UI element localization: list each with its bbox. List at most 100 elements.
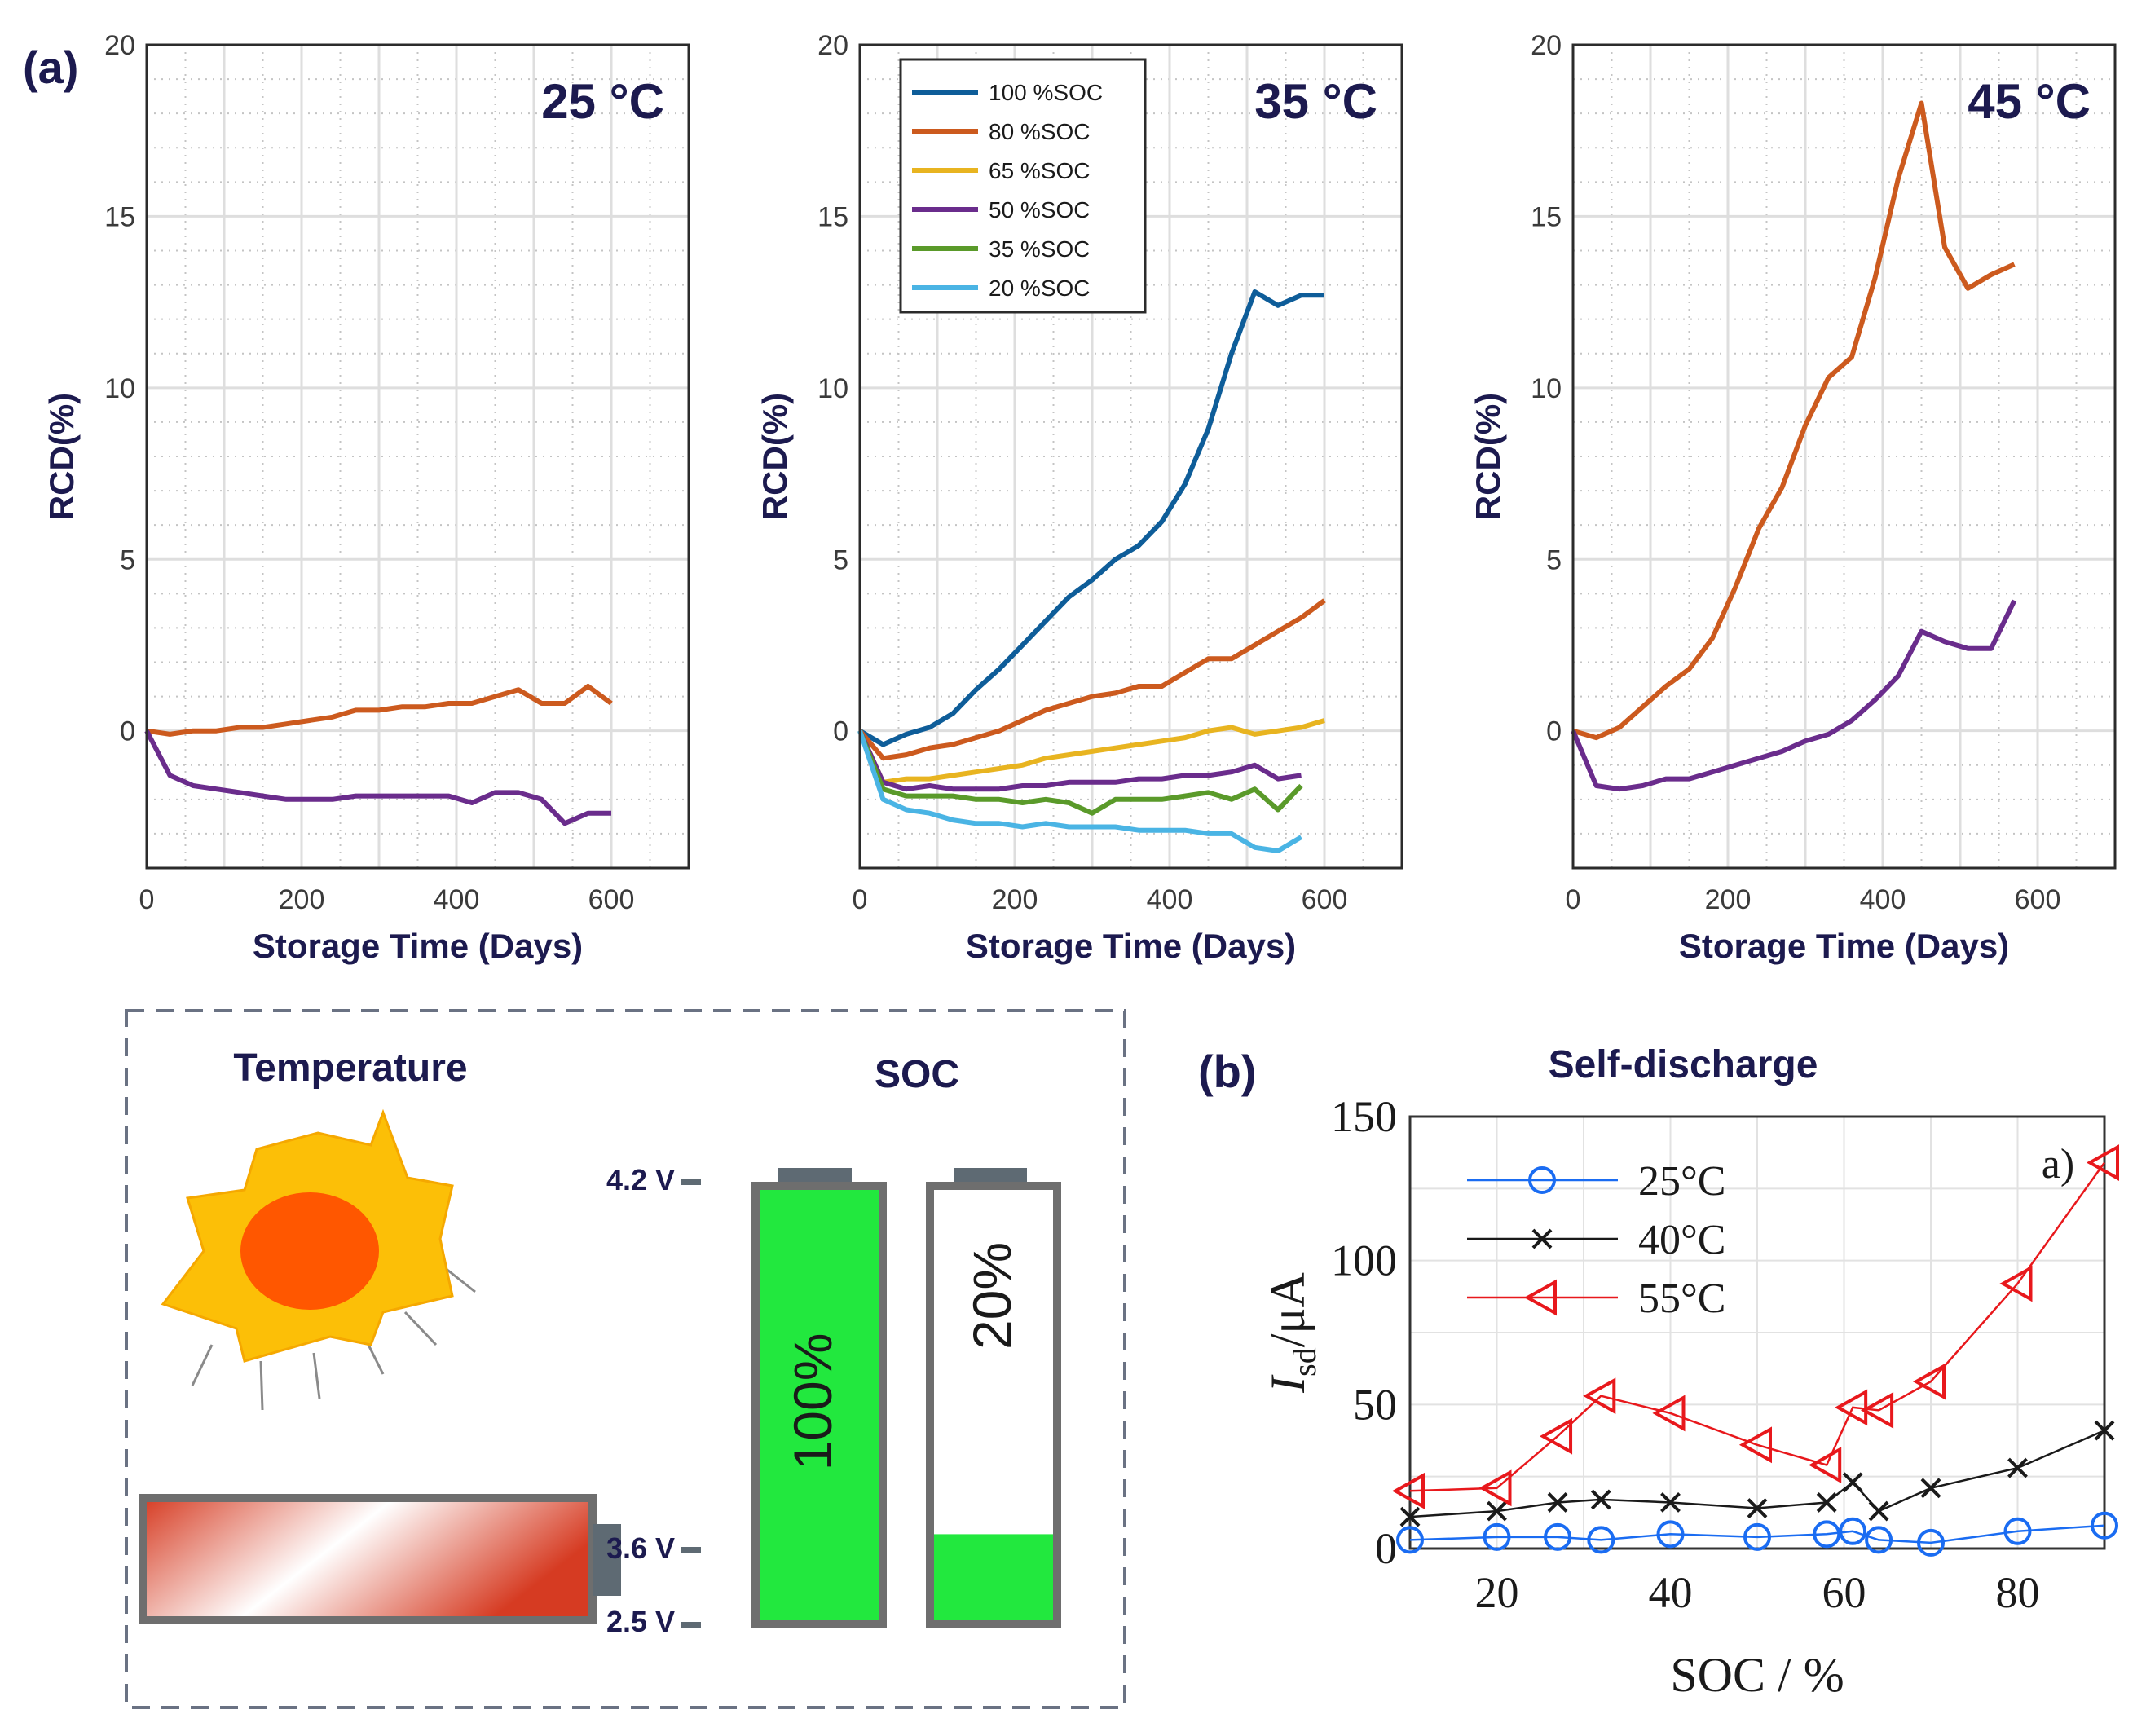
data-point-40-c [2007,1457,2028,1478]
y-axis-label-unit: /μA [1261,1272,1315,1347]
x-tick-label: 60 [1822,1568,1866,1617]
legend-label: 55°C [1638,1276,1725,1322]
x-tick-label: 600 [588,884,635,915]
y-tick-label: 20 [817,30,848,61]
x-tick-label: 200 [279,884,325,915]
data-point-25-c [1544,1522,1572,1551]
y-tick-label: 15 [1531,201,1562,232]
chart-25c: 0 200 400 600 0 5 10 15 20 Storage Time (Days) RCD… [42,30,690,965]
chart-title: 25 °C [541,74,664,129]
battery-full-label: 100% [782,1333,843,1471]
y-tick-label: 10 [1531,373,1562,404]
x-tick-label: 40 [1649,1568,1693,1617]
y-tick-label: 150 [1331,1092,1397,1141]
chart-title: 45 °C [1968,74,2091,129]
x-tick-label: 400 [434,884,480,915]
y-axis-label-sub: sd [1286,1347,1323,1377]
data-point-25-c [1839,1517,1867,1545]
data-point-25-c [1743,1522,1771,1551]
data-point-55-c [2086,1144,2119,1181]
battery-full-level [760,1190,879,1620]
legend-label: 50 %SOC [989,197,1091,223]
data-point-55-c [1809,1447,1842,1483]
data-point-40-c [1547,1492,1568,1513]
y-tick-label: 5 [120,544,135,575]
y-tick-label: 10 [817,373,848,404]
x-tick-label: 400 [1147,884,1193,915]
y-tick-label: 15 [817,201,848,232]
series-line-100-soc [858,289,1324,747]
panel-b-label: (b) [1198,1046,1257,1097]
temperature-title: Temperature [233,1046,467,1090]
series-line-25-c [1409,1524,2105,1544]
y-tick-label: 5 [1546,544,1562,575]
heated-battery-icon [139,1494,621,1624]
data-point-25-c [1483,1522,1511,1551]
data-point-25-c [1587,1526,1615,1554]
series-line-50-soc [1571,599,2017,792]
y-tick-label: 0 [1546,716,1562,747]
data-point-25-c [1656,1520,1685,1549]
x-axis-label: Storage Time (Days) [966,927,1296,965]
data-point-55-c [1999,1265,2033,1302]
x-tick-label: 20 [1475,1568,1519,1617]
dashed-frame [125,1009,1126,1709]
plot-frame [1571,43,2117,870]
chart-45c: 0 200 400 600 0 5 10 15 20 Storage Time (Days) RCD… [1469,30,2117,965]
chart-annotation: a) [2042,1141,2074,1187]
soc-title: SOC [875,1053,959,1096]
data-point-55-c [1583,1377,1616,1415]
y-tick-label: 15 [104,201,135,232]
data-point-55-c [1478,1469,1512,1507]
plot-frame [858,43,1403,870]
chart-title: Self-discharge [1549,1043,1818,1086]
plot-frame [145,43,690,870]
x-axis-label: Storage Time (Days) [253,927,583,965]
legend-label: 100 %SOC [989,80,1103,105]
voltage-label-mid: 3.6 V [606,1531,675,1565]
x-tick-label: 400 [1860,884,1906,915]
battery-full-icon: 100% [751,1168,887,1628]
series-line-40-c [1409,1429,2105,1518]
legend-label: 40°C [1638,1217,1725,1263]
y-axis-label: Isd/μA [1261,1272,1323,1394]
x-tick-label: 600 [2015,884,2061,915]
x-tick-label: 0 [853,884,868,915]
data-point-40-c [1747,1498,1768,1518]
data-point-40-c [1868,1500,1889,1522]
legend-label: 20 %SOC [989,275,1091,301]
x-tick-label: 0 [139,884,155,915]
diagram-box: Temperature SOC 4.2 V 3.6 V 2.5 V [125,1009,1126,1709]
chart-self-discharge: 20 40 60 80 0 50 100 150 SOC / % Isd/μA Self-disch… [1261,1043,2119,1702]
series-line-65-soc [857,718,1325,785]
x-tick-label: 600 [1302,884,1348,915]
data-point-55-c [1539,1417,1573,1455]
series-line-20-soc [857,729,1303,853]
series-line-35-soc [857,729,1303,816]
data-point-55-c [1835,1389,1868,1426]
battery-low-icon: 20% [926,1168,1061,1628]
panel-a-label: (a) [23,42,78,93]
data-point-55-c [1738,1426,1772,1464]
data-point-40-c [2094,1420,2115,1441]
y-tick-label: 100 [1331,1236,1397,1285]
legend-label: 80 %SOC [989,119,1091,144]
series-line-80-soc [857,598,1326,761]
series-line-80-soc [146,684,613,737]
data-point-40-c [1660,1492,1681,1513]
data-point-55-c [1912,1363,1946,1400]
series-line-80-soc [1572,100,2016,741]
data-point-40-c [1487,1500,1507,1522]
x-axis-label: SOC / % [1670,1648,1844,1702]
data-point-40-c [1842,1472,1863,1493]
data-point-55-c [1861,1391,1894,1429]
legend-swatch-marker [1523,1279,1557,1316]
y-tick-label: 20 [1531,30,1562,61]
data-point-25-c [1917,1528,1945,1557]
x-tick-label: 80 [1996,1568,2040,1617]
chart-title: 35 °C [1254,74,1377,129]
y-tick-label: 20 [104,30,135,61]
legend-swatch-marker [1528,1166,1556,1194]
y-axis-label: RCD(%) [756,393,794,520]
